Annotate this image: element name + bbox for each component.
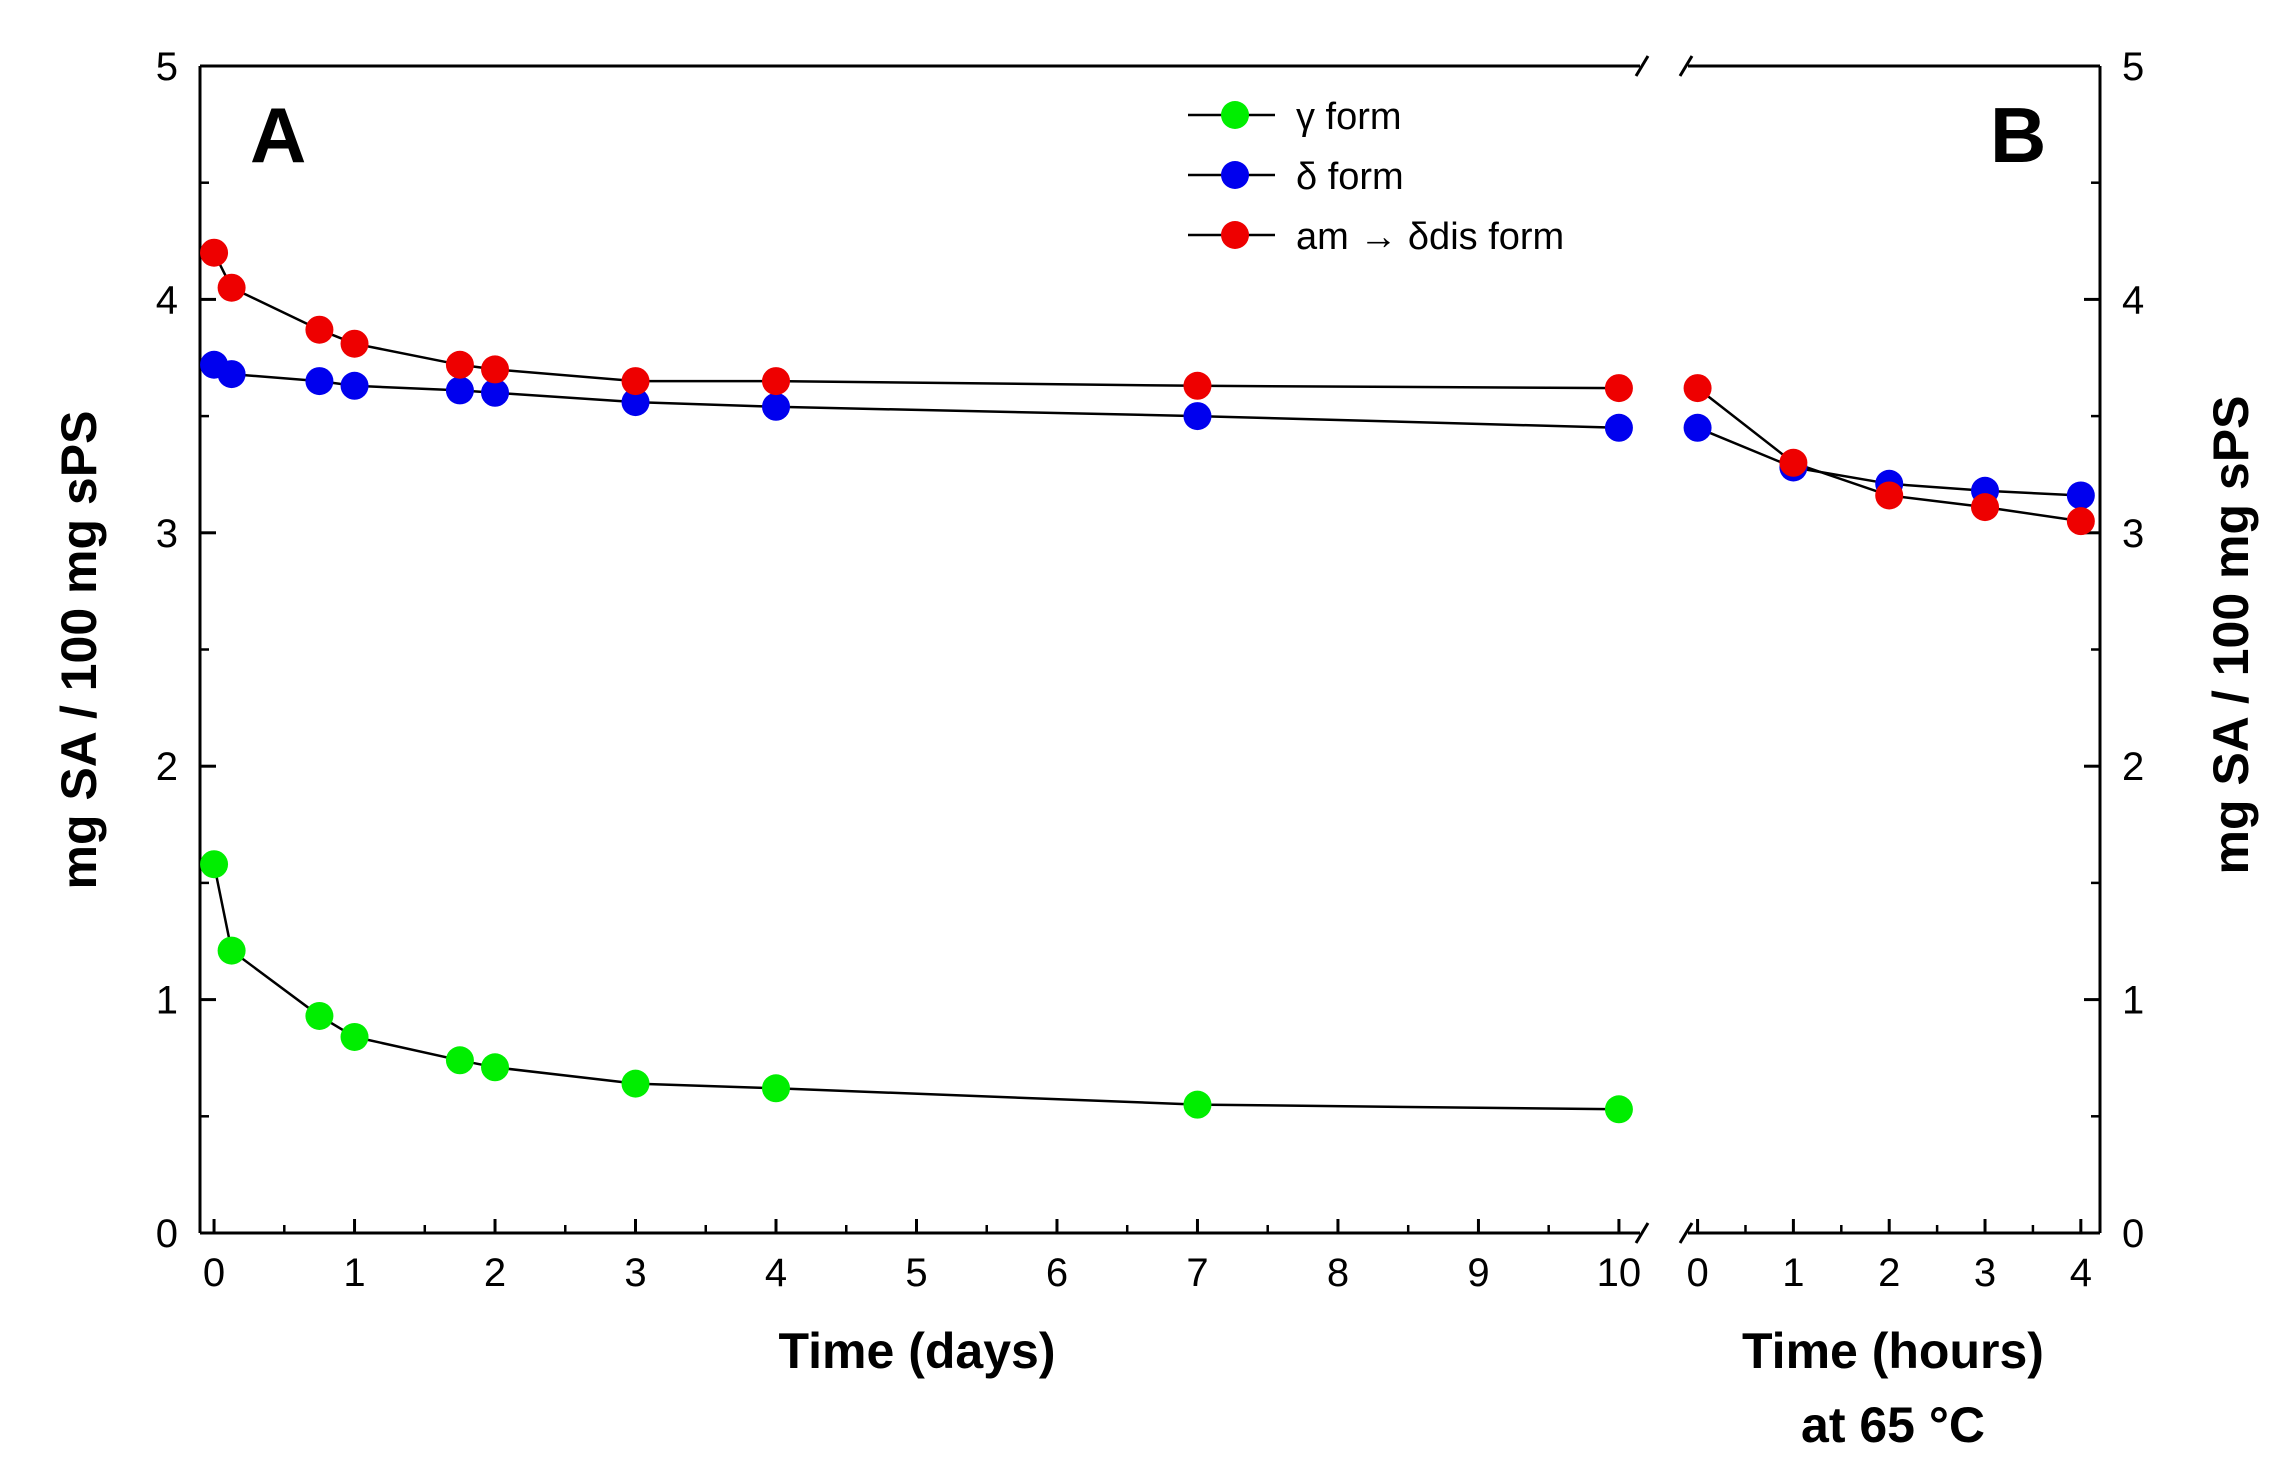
x-tick-label-a-1: 1 [343, 1251, 365, 1295]
y-tick-label-b-5: 5 [2122, 45, 2144, 89]
x-tick-label-a-2: 2 [484, 1251, 506, 1295]
data-point-a-am-dis-form-1 [217, 273, 246, 302]
data-point-a-form-2 [305, 367, 334, 396]
data-point-a-form-3 [340, 371, 369, 400]
x-tick-label-a-9: 9 [1467, 1251, 1489, 1295]
x-axis-title-a: Time (days) [779, 1323, 1056, 1379]
data-point-a-form-5 [481, 378, 510, 407]
x-tick-label-a-4: 4 [765, 1251, 787, 1295]
panel-label-b: B [1990, 91, 2046, 179]
y-tick-label-b-3: 3 [2122, 512, 2144, 556]
series-line-a-form [212, 863, 1619, 1111]
x-tick-label-a-3: 3 [624, 1251, 646, 1295]
y-axis-title-right: mg SA / 100 mg sPS [2203, 396, 2259, 875]
y-tick-label-a-5: 5 [156, 45, 178, 89]
data-point-a-am-dis-form-2 [305, 315, 334, 344]
panel-label-a: A [250, 91, 306, 179]
data-point-b-form-4 [2066, 481, 2095, 510]
data-point-a-am-dis-form-0 [200, 238, 229, 267]
data-point-a-form-0 [200, 850, 229, 879]
data-point-a-form-5 [481, 1053, 510, 1082]
data-point-a-form-3 [340, 1022, 369, 1051]
x-tick-label-b-3: 3 [1974, 1251, 1996, 1295]
y-tick-label-b-0: 0 [2122, 1212, 2144, 1256]
y-tick-label-a-0: 0 [156, 1212, 178, 1256]
data-point-a-am-dis-form-8 [1183, 371, 1212, 400]
legend-marker-gamma [1221, 101, 1249, 129]
y-tick-label-b-1: 1 [2122, 979, 2144, 1023]
x-axis-title-b-line2: at 65 °C [1801, 1397, 1985, 1453]
series-line-a-form [213, 363, 1619, 430]
legend-marker-am-delta-dis [1221, 221, 1249, 249]
data-point-a-form-6 [621, 1069, 650, 1098]
x-tick-label-a-0: 0 [203, 1251, 225, 1295]
x-tick-label-a-6: 6 [1046, 1251, 1068, 1295]
data-point-b-am-dis-form-4 [2066, 507, 2095, 536]
data-point-b-am-dis-form-3 [1971, 493, 2000, 522]
data-point-b-am-dis-form-0 [1683, 374, 1712, 403]
series-line-a-am-dis-form [212, 252, 1619, 390]
data-point-a-am-dis-form-9 [1604, 374, 1633, 403]
data-point-a-form-2 [305, 1001, 334, 1030]
legend-label-gamma: γ form [1296, 96, 1402, 138]
data-point-a-form-9 [1604, 1095, 1633, 1124]
data-point-a-form-1 [217, 936, 246, 965]
y-tick-label-a-3: 3 [156, 512, 178, 556]
data-point-a-form-8 [1183, 402, 1212, 431]
data-point-b-form-0 [1683, 413, 1712, 442]
x-tick-label-b-1: 1 [1782, 1251, 1804, 1295]
x-tick-label-a-7: 7 [1186, 1251, 1208, 1295]
data-point-a-form-8 [1183, 1090, 1212, 1119]
x-tick-label-a-8: 8 [1327, 1251, 1349, 1295]
x-axis-title-b-line1: Time (hours) [1742, 1323, 2044, 1379]
data-point-a-form-1 [217, 360, 246, 389]
legend-item-gamma: γ form [1188, 96, 1402, 138]
y-tick-label-a-1: 1 [156, 979, 178, 1023]
legend-item-delta: δ form [1188, 156, 1404, 198]
axis-break-top [1634, 55, 1694, 77]
data-point-a-am-dis-form-4 [445, 350, 474, 379]
data-point-a-am-dis-form-6 [621, 367, 650, 396]
axis-break-bottom [1634, 1222, 1694, 1244]
x-tick-label-b-4: 4 [2070, 1251, 2092, 1295]
data-point-a-am-dis-form-7 [762, 367, 790, 396]
y-axis-title-left: mg SA / 100 mg sPS [51, 411, 107, 890]
x-tick-label-a-10: 10 [1597, 1251, 1642, 1295]
legend-label-am-delta-dis: am → δdis form [1296, 216, 1564, 258]
y-tick-label-b-2: 2 [2122, 745, 2144, 789]
data-point-a-am-dis-form-3 [340, 329, 369, 358]
data-point-a-am-dis-form-5 [481, 355, 510, 384]
data-point-a-form-4 [445, 1046, 474, 1075]
x-tick-label-b-0: 0 [1686, 1251, 1708, 1295]
y-tick-label-a-2: 2 [156, 745, 178, 789]
legend: γ form δ form am → δdis form [1188, 96, 1564, 258]
data-point-a-form-9 [1604, 413, 1633, 442]
legend-item-am-delta-dis: am → δdis form [1188, 216, 1564, 258]
data-point-b-am-dis-form-2 [1875, 481, 1904, 510]
legend-label-delta: δ form [1296, 156, 1404, 198]
data-point-a-form-6 [621, 388, 650, 417]
y-tick-label-b-4: 4 [2122, 278, 2144, 322]
x-tick-label-a-5: 5 [905, 1251, 927, 1295]
x-tick-label-b-2: 2 [1878, 1251, 1900, 1295]
data-point-a-form-7 [762, 392, 790, 421]
data-point-a-form-7 [762, 1074, 790, 1103]
data-point-a-form-4 [445, 376, 474, 405]
y-tick-label-a-4: 4 [156, 278, 178, 322]
legend-marker-delta [1221, 161, 1249, 189]
data-point-b-am-dis-form-1 [1779, 448, 1808, 477]
